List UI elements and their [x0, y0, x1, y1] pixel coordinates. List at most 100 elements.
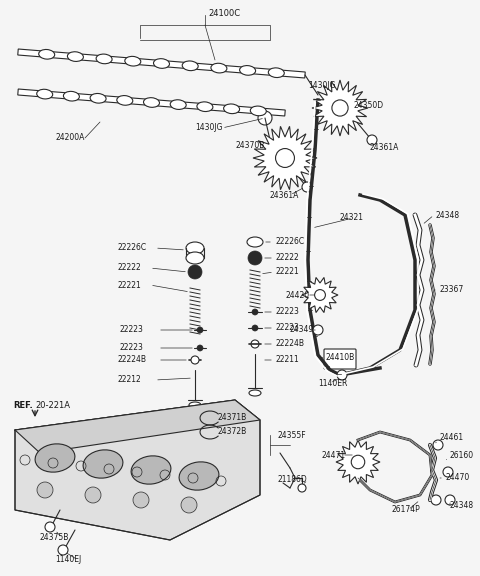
Polygon shape	[18, 89, 285, 116]
Ellipse shape	[268, 68, 284, 78]
Circle shape	[433, 440, 443, 450]
Text: 26160: 26160	[450, 450, 474, 460]
Circle shape	[37, 482, 53, 498]
Text: 24361A: 24361A	[370, 143, 399, 153]
Text: 23367: 23367	[440, 286, 464, 294]
Ellipse shape	[96, 54, 112, 64]
Circle shape	[45, 522, 55, 532]
Polygon shape	[15, 400, 260, 540]
Ellipse shape	[39, 50, 55, 59]
Ellipse shape	[189, 402, 201, 408]
Ellipse shape	[131, 456, 171, 484]
Text: 1430JG: 1430JG	[195, 123, 223, 132]
Circle shape	[251, 340, 259, 348]
Text: REF.: REF.	[13, 400, 33, 410]
Text: 24372B: 24372B	[218, 427, 247, 437]
Ellipse shape	[182, 61, 198, 71]
Circle shape	[197, 345, 203, 351]
Text: 26174P: 26174P	[392, 506, 421, 514]
Circle shape	[280, 153, 290, 163]
Circle shape	[313, 325, 323, 335]
Text: 22226C: 22226C	[275, 237, 304, 247]
Text: 22222: 22222	[118, 263, 142, 272]
Text: 1140ER: 1140ER	[318, 378, 348, 388]
Text: 24100C: 24100C	[208, 9, 240, 17]
Text: 24371B: 24371B	[218, 414, 247, 423]
Circle shape	[58, 545, 68, 555]
Text: 22222: 22222	[275, 253, 299, 263]
Ellipse shape	[211, 63, 227, 73]
Text: 21186D: 21186D	[278, 476, 308, 484]
Circle shape	[252, 325, 258, 331]
Ellipse shape	[125, 56, 141, 66]
Circle shape	[443, 467, 453, 477]
Polygon shape	[336, 440, 380, 484]
Text: 24470: 24470	[445, 473, 469, 483]
Polygon shape	[253, 126, 317, 190]
Text: 22211: 22211	[275, 355, 299, 365]
Text: 22226C: 22226C	[118, 244, 147, 252]
Circle shape	[445, 495, 455, 505]
Ellipse shape	[36, 89, 53, 99]
Text: 22221: 22221	[118, 281, 142, 290]
Text: 24200A: 24200A	[55, 134, 84, 142]
Ellipse shape	[179, 462, 219, 490]
Text: 24410B: 24410B	[325, 354, 354, 362]
Polygon shape	[15, 400, 260, 453]
Ellipse shape	[240, 66, 255, 75]
Text: 1430JG: 1430JG	[308, 81, 336, 89]
Ellipse shape	[117, 96, 133, 105]
Circle shape	[351, 455, 365, 469]
Text: 24370B: 24370B	[235, 141, 264, 150]
Text: 22224B: 22224B	[275, 339, 304, 348]
Text: 22223: 22223	[275, 308, 299, 316]
Circle shape	[367, 135, 377, 145]
Circle shape	[332, 100, 348, 116]
FancyBboxPatch shape	[324, 349, 356, 369]
Ellipse shape	[63, 92, 79, 101]
Text: 22223: 22223	[120, 325, 144, 335]
Polygon shape	[312, 80, 368, 136]
Circle shape	[85, 487, 101, 503]
Ellipse shape	[35, 444, 75, 472]
Circle shape	[181, 497, 197, 513]
Circle shape	[298, 484, 306, 492]
Ellipse shape	[247, 237, 263, 247]
Circle shape	[133, 492, 149, 508]
Ellipse shape	[186, 242, 204, 254]
Circle shape	[197, 327, 203, 333]
Ellipse shape	[67, 52, 84, 62]
Ellipse shape	[90, 93, 106, 103]
Polygon shape	[302, 278, 338, 313]
Text: 20-221A: 20-221A	[35, 400, 70, 410]
Circle shape	[275, 148, 295, 168]
Circle shape	[252, 309, 258, 315]
Ellipse shape	[144, 98, 159, 107]
Circle shape	[314, 290, 325, 301]
Circle shape	[337, 370, 347, 380]
Circle shape	[191, 356, 199, 364]
Text: 22221: 22221	[275, 267, 299, 276]
Ellipse shape	[224, 104, 240, 113]
Text: 24375B: 24375B	[40, 533, 70, 543]
Circle shape	[188, 265, 202, 279]
Text: 22224B: 22224B	[118, 355, 147, 365]
Text: 24321: 24321	[340, 214, 364, 222]
Text: 24471: 24471	[322, 450, 346, 460]
Text: 22212: 22212	[118, 376, 142, 385]
Text: 22223: 22223	[275, 324, 299, 332]
Circle shape	[302, 182, 312, 192]
Circle shape	[431, 495, 441, 505]
Circle shape	[248, 251, 262, 265]
Text: 24348: 24348	[450, 501, 474, 510]
Circle shape	[332, 100, 348, 116]
Ellipse shape	[154, 59, 169, 69]
Text: 24349: 24349	[290, 325, 314, 335]
Ellipse shape	[170, 100, 186, 109]
Text: 24355F: 24355F	[278, 430, 307, 439]
Ellipse shape	[249, 390, 261, 396]
Text: 24461: 24461	[440, 434, 464, 442]
Text: 22223: 22223	[120, 343, 144, 353]
Text: 24350D: 24350D	[353, 100, 383, 109]
Ellipse shape	[197, 102, 213, 112]
